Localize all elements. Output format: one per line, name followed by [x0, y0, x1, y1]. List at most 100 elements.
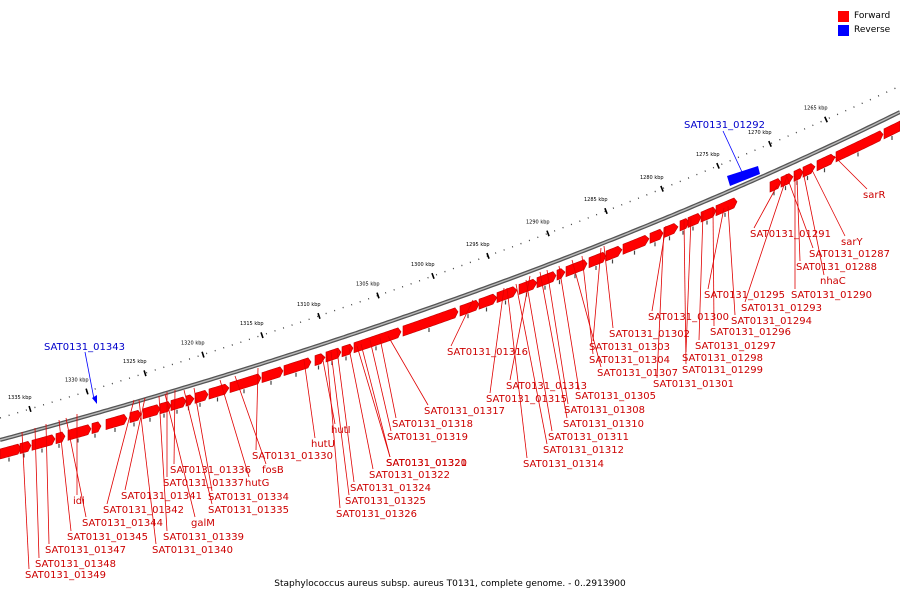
- forward-gene-label: hutG: [245, 478, 269, 489]
- forward-gene-label: SAT0131_01315: [486, 394, 567, 405]
- forward-gene-label: SAT0131_01317: [424, 406, 505, 417]
- legend: Forward Reverse: [838, 9, 890, 37]
- forward-gene-leader: [558, 265, 580, 391]
- forward-gene-label: SAT0131_01349: [25, 570, 106, 581]
- forward-gene: [353, 327, 402, 354]
- forward-gene-label: SAT0131_01324: [350, 483, 431, 494]
- forward-gene-leader: [796, 177, 801, 262]
- scale-label: 1335 kbp: [8, 395, 32, 401]
- forward-gene-label: hutU: [311, 439, 335, 450]
- forward-gene-label: SAT0131_01300: [648, 312, 729, 323]
- forward-gene-label: SAT0131_01302: [609, 329, 690, 340]
- forward-gene-leader: [387, 335, 429, 406]
- forward-gene-leader: [106, 399, 135, 505]
- scale-tick: [201, 351, 205, 358]
- forward-gene-leader: [193, 387, 213, 492]
- forward-gene: [91, 421, 102, 434]
- forward-gene: [55, 431, 66, 445]
- forward-gene-leader: [712, 207, 715, 327]
- forward-gene-label: SAT0131_01293: [741, 303, 822, 314]
- forward-gene-leader: [348, 347, 374, 470]
- scale-label: 1300 kbp: [411, 262, 435, 268]
- forward-gene-leader: [546, 269, 569, 405]
- scale-label: 1305 kbp: [356, 281, 380, 287]
- forward-gene-label: sarY: [841, 237, 863, 248]
- forward-gene-leader: [321, 354, 336, 425]
- scale-tick: [143, 370, 147, 377]
- forward-gene: [194, 389, 209, 404]
- scale-tick: [660, 185, 664, 192]
- forward-gene-label: galM: [191, 518, 215, 529]
- forward-gene-label: SAT0131_01330: [252, 451, 333, 462]
- forward-gene-label: fosB: [262, 465, 284, 476]
- forward-gene-label: SAT0131_01326: [336, 509, 417, 520]
- forward-gene-label: nhaC: [820, 276, 846, 287]
- reverse-gene-label: SAT0131_01292: [684, 120, 765, 131]
- forward-gene-leader: [379, 337, 397, 419]
- forward-gene: [67, 424, 92, 441]
- scale-tick: [768, 140, 772, 147]
- scale-tick: [260, 332, 264, 339]
- forward-gene-label: SAT0131_01325: [345, 496, 426, 507]
- forward-gene-leader: [727, 205, 736, 316]
- scale-label: 1280 kbp: [640, 175, 664, 181]
- forward-gene-label: idi: [73, 496, 85, 507]
- forward-gene-label: SAT0131_01301: [653, 379, 734, 390]
- forward-gene-label: SAT0131_01305: [575, 391, 656, 402]
- forward-gene-label: SAT0131_01312: [543, 445, 624, 456]
- forward-gene: [588, 251, 607, 269]
- scale-tick: [28, 405, 32, 413]
- forward-gene-label: SAT0131_01294: [731, 316, 812, 327]
- forward-gene-label: SAT0131_01288: [796, 262, 877, 273]
- forward-gene: [649, 228, 664, 244]
- forward-gene-label: SAT0131_01320: [386, 458, 467, 469]
- reverse-gene: [727, 166, 760, 186]
- forward-gene-label: SAT0131_01337: [163, 478, 244, 489]
- forward-gene-leader: [303, 359, 316, 439]
- forward-gene-leader: [489, 287, 505, 394]
- forward-gene: [536, 271, 557, 289]
- forward-gene-label: SAT0131_01304: [589, 355, 670, 366]
- genome-backbone-highlight: [0, 111, 900, 441]
- forward-gene-leader: [592, 247, 602, 342]
- forward-gene-leader: [58, 419, 72, 532]
- forward-gene: [229, 373, 262, 394]
- legend-forward-label: Forward: [854, 11, 891, 21]
- forward-gene-leader: [330, 351, 350, 496]
- forward-gene-leader: [603, 245, 614, 329]
- forward-gene-leader: [656, 227, 665, 379]
- scale-label: 1320 kbp: [181, 341, 205, 347]
- forward-gene: [663, 223, 679, 239]
- reverse-gene-label: SAT0131_01343: [44, 342, 125, 353]
- scale-label: 1315 kbp: [240, 321, 264, 327]
- forward-gene-leader: [336, 349, 355, 483]
- forward-gene-label: SAT0131_01291: [750, 229, 831, 240]
- scale-label: 1265 kbp: [804, 105, 828, 111]
- forward-gene: [478, 293, 498, 310]
- forward-gene-leader: [744, 175, 788, 303]
- scale-tick: [716, 162, 720, 169]
- forward-gene-label: SAT0131_01295: [704, 290, 785, 301]
- forward-swatch: [838, 10, 849, 22]
- scale-label: 1290 kbp: [526, 219, 550, 225]
- forward-gene-label: SAT0131_01348: [35, 559, 116, 570]
- scale-tick: [431, 272, 435, 280]
- forward-gene: [19, 441, 32, 454]
- forward-gene-label: SAT0131_01335: [208, 505, 289, 516]
- forward-gene: [283, 357, 312, 377]
- forward-gene: [0, 443, 22, 460]
- forward-gene-label: sarR: [863, 190, 885, 201]
- forward-gene: [816, 153, 836, 172]
- forward-gene-leader: [785, 173, 814, 249]
- forward-gene-leader: [707, 207, 725, 290]
- forward-gene-label: SAT0131_01339: [163, 532, 244, 543]
- forward-gene: [687, 213, 702, 229]
- scale-label: 1285 kbp: [584, 197, 608, 203]
- forward-gene: [769, 178, 782, 193]
- forward-gene-label: SAT0131_01297: [695, 341, 776, 352]
- forward-gene-leader: [124, 397, 146, 491]
- forward-gene-leader: [525, 279, 553, 432]
- forward-gene-label: SAT0131_01345: [67, 532, 148, 543]
- forward-gene-label: SAT0131_01344: [82, 518, 163, 529]
- forward-gene-leader: [138, 399, 157, 545]
